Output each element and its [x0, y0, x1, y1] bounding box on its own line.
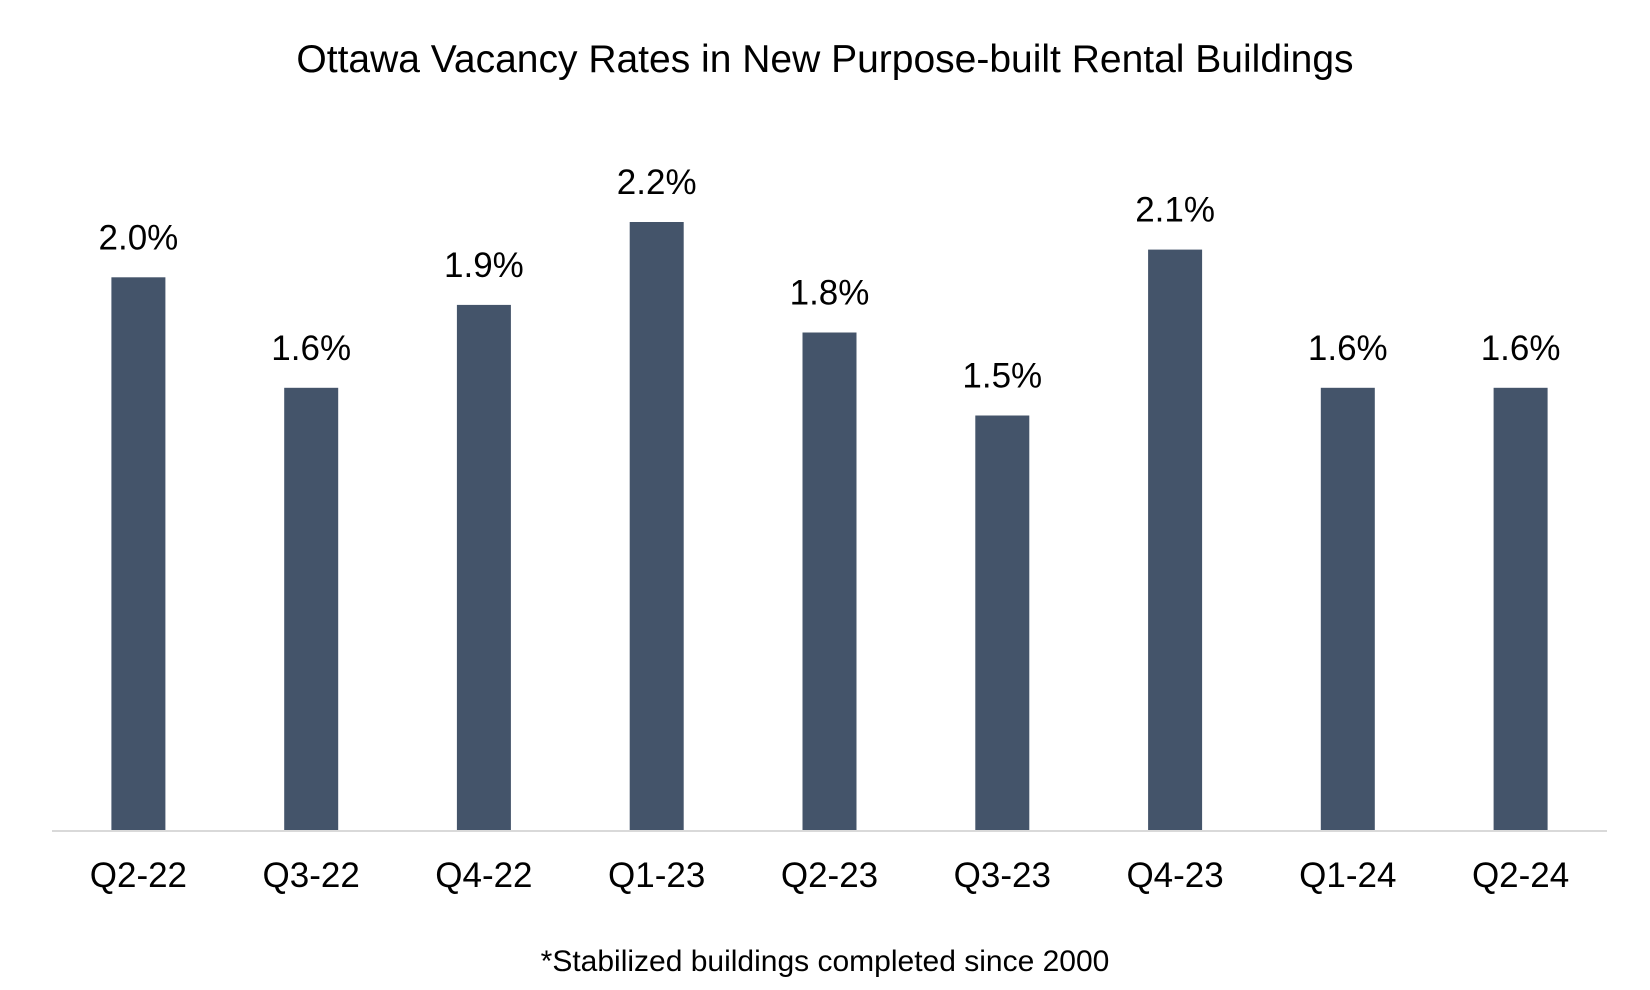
bar-q4-22	[456, 304, 511, 830]
x-tick-label-q2-23: Q2-23	[781, 856, 878, 895]
bars-group	[111, 222, 1548, 831]
x-tick-label-q1-24: Q1-24	[1299, 856, 1396, 895]
data-label-q2-22: 2.0%	[99, 218, 179, 257]
x-tick-label-q2-24: Q2-24	[1472, 856, 1569, 895]
chart-title: Ottawa Vacancy Rates in New Purpose-buil…	[296, 38, 1353, 81]
bar-q2-24	[1493, 387, 1548, 830]
bar-q1-23	[629, 222, 684, 830]
x-tick-labels-group: Q2-22 Q3-22 Q4-22 Q1-23 Q2-23 Q3-23 Q4-23 Q1-24…	[90, 856, 1569, 895]
data-label-q2-24: 1.6%	[1481, 329, 1561, 368]
x-tick-label-q2-22: Q2-22	[90, 856, 187, 895]
bar-q1-24	[1320, 387, 1375, 830]
data-label-q4-23: 2.1%	[1135, 191, 1215, 230]
bar-q3-22	[284, 387, 339, 830]
bar-q2-22	[111, 277, 166, 830]
data-label-q3-22: 1.6%	[271, 329, 351, 368]
data-label-q1-23: 2.2%	[617, 163, 697, 202]
bar-q2-23	[802, 332, 857, 830]
x-tick-label-q1-23: Q1-23	[608, 856, 705, 895]
data-label-q3-23: 1.5%	[962, 357, 1042, 396]
bar-q3-23	[975, 415, 1030, 830]
footnote: *Stabilized buildings completed since 20…	[541, 945, 1110, 978]
data-label-q2-23: 1.8%	[790, 274, 870, 313]
x-tick-label-q3-23: Q3-23	[954, 856, 1051, 895]
data-label-q1-24: 1.6%	[1308, 329, 1388, 368]
bar-q4-23	[1148, 249, 1203, 831]
data-label-q4-22: 1.9%	[444, 246, 524, 285]
x-tick-label-q4-22: Q4-22	[435, 856, 532, 895]
x-tick-label-q4-23: Q4-23	[1126, 856, 1223, 895]
x-tick-label-q3-22: Q3-22	[263, 856, 360, 895]
data-labels-group: 2.0% 1.6% 1.9% 2.2% 1.8% 1.5% 2.1% 1.6% 1.6%	[99, 163, 1561, 396]
